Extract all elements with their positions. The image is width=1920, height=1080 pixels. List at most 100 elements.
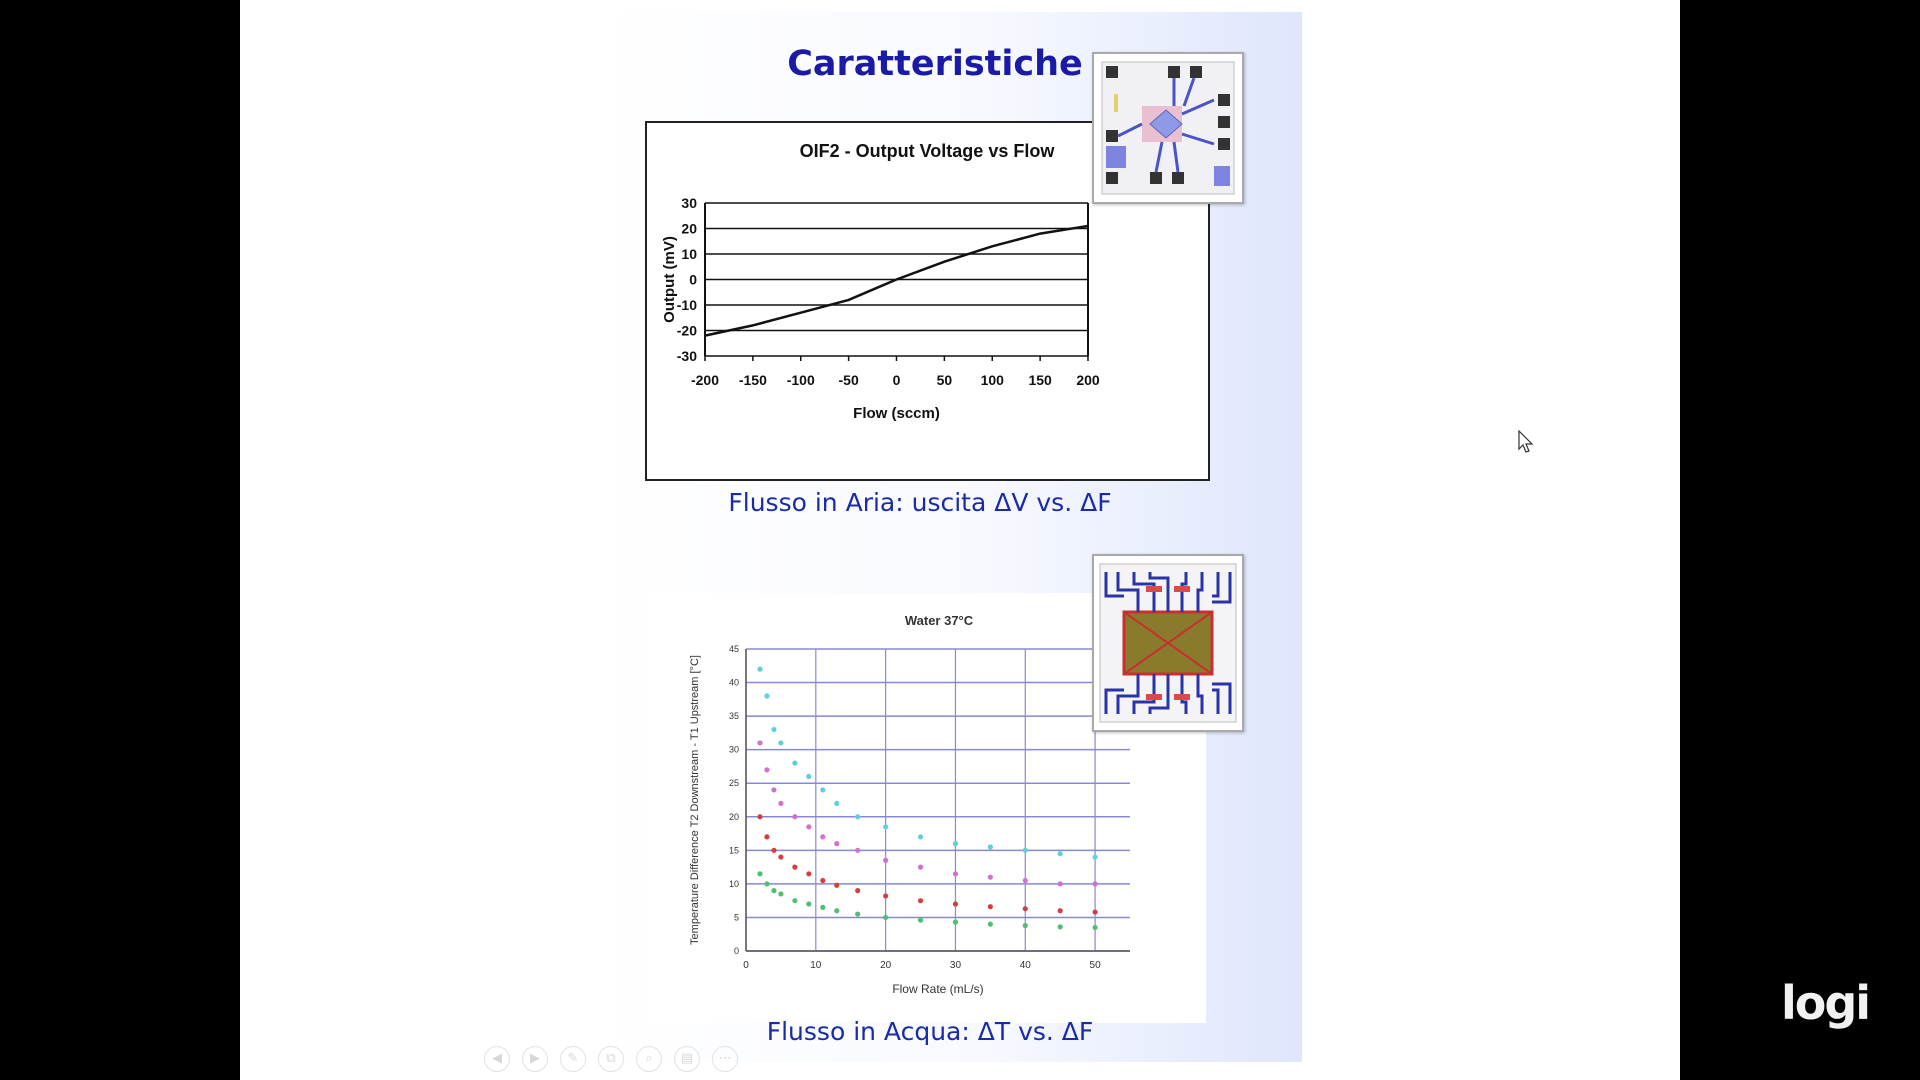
chip-layout-icon	[1094, 54, 1242, 202]
previous-slide-button[interactable]: ◀	[484, 1046, 510, 1072]
y-tick-label: 20	[729, 812, 739, 822]
y-tick-label: 5	[734, 912, 739, 922]
y-tick-label: 10	[729, 879, 739, 889]
logi-watermark-logo: logi	[1781, 976, 1871, 1030]
data-point-magenta	[952, 871, 959, 877]
y-tick-label: 35	[729, 711, 739, 721]
data-point-magenta	[771, 787, 777, 793]
x-tick-label: -50	[839, 372, 859, 388]
water-flow-caption: Flusso in Acqua: ΔT vs. ΔF	[766, 1017, 1094, 1046]
air-flow-caption: Flusso in Aria: uscita ΔV vs. ΔF	[728, 488, 1112, 517]
data-point-magenta	[764, 767, 770, 773]
data-point-cyan	[1022, 847, 1028, 853]
subtitles-button[interactable]: ▤	[674, 1046, 700, 1072]
data-point-red	[778, 854, 784, 860]
data-point-green	[1057, 924, 1063, 930]
data-point-green	[987, 921, 993, 927]
data-point-magenta	[820, 834, 826, 840]
data-point-cyan	[883, 824, 889, 830]
x-tick-label: 0	[893, 372, 901, 388]
data-point-red	[917, 898, 924, 904]
data-point-cyan	[778, 740, 784, 746]
air-flow-chart-svg: OIF2 - Output Voltage vs Flow3020100-10-…	[661, 141, 1100, 422]
y-tick-label: -10	[677, 297, 697, 313]
y-axis-label: Output (mV)	[661, 236, 678, 323]
x-axis-label: Flow (sccm)	[853, 405, 940, 422]
data-point-magenta	[987, 874, 993, 880]
water-sensor-chip-image	[1092, 554, 1244, 732]
chart-title: Water 37°C	[905, 613, 974, 628]
data-point-red	[764, 834, 770, 840]
y-tick-label: 0	[734, 946, 739, 956]
x-tick-label: 30	[950, 960, 962, 971]
y-tick-label: 30	[681, 195, 697, 211]
chart-title: OIF2 - Output Voltage vs Flow	[800, 141, 1056, 161]
data-point-cyan	[806, 773, 812, 780]
y-tick-label: -20	[677, 323, 697, 339]
data-point-cyan	[771, 726, 777, 733]
data-point-red	[806, 871, 812, 877]
chip-layout-icon	[1094, 556, 1242, 730]
data-point-cyan	[757, 666, 763, 672]
data-point-red	[1022, 906, 1028, 912]
data-point-green	[917, 917, 924, 923]
zoom-button[interactable]: ⌕	[636, 1046, 662, 1072]
data-point-cyan	[987, 844, 993, 850]
y-tick-label: 30	[729, 745, 739, 755]
y-tick-label: -30	[677, 348, 697, 364]
y-tick-label: 45	[729, 644, 739, 654]
y-tick-label: 40	[729, 678, 739, 688]
see-all-slides-button[interactable]: ⧉	[598, 1046, 624, 1072]
data-point-cyan	[764, 693, 770, 699]
data-point-green	[820, 904, 826, 910]
data-point-red	[1057, 908, 1063, 914]
x-axis-label: Flow Rate (mL/s)	[892, 982, 983, 996]
mouse-cursor-icon	[1518, 429, 1534, 454]
data-point-red	[771, 847, 777, 853]
data-point-magenta	[778, 800, 784, 806]
data-point-green	[778, 891, 784, 897]
data-point-magenta	[883, 857, 889, 863]
data-point-magenta	[1022, 877, 1028, 884]
x-tick-label: 10	[810, 960, 822, 971]
presentation-page: Caratteristiche OIF2 - Output Voltage vs…	[240, 0, 1680, 1080]
air-sensor-chip-image	[1092, 52, 1244, 204]
water-flow-chart: Water 37°C 45 40 35 30 25 20 15 10 5 0 0 10 20 30 40 50 F…	[646, 593, 1206, 1023]
x-tick-label: 20	[880, 960, 892, 971]
data-point-red	[883, 893, 889, 899]
data-point-magenta	[1092, 881, 1098, 887]
x-tick-label: 50	[937, 372, 953, 388]
data-point-green	[834, 908, 840, 914]
data-point-magenta	[792, 814, 798, 820]
data-point-green	[1092, 924, 1098, 931]
data-point-green	[883, 914, 889, 921]
y-tick-label: 15	[729, 845, 739, 855]
next-slide-button[interactable]: ▶	[522, 1046, 548, 1072]
data-point-red	[987, 904, 993, 910]
y-tick-label: 10	[681, 246, 697, 262]
data-point-magenta	[855, 847, 861, 853]
x-tick-label: 50	[1090, 960, 1102, 971]
more-options-button[interactable]: ⋯	[712, 1046, 738, 1072]
data-point-green	[771, 888, 777, 894]
x-tick-label: 0	[743, 960, 749, 971]
x-tick-label: -150	[739, 372, 767, 388]
slide-title: Caratteristiche	[787, 44, 1083, 84]
y-axis-label: Temperature Difference T2 Downstream - T…	[689, 655, 701, 945]
data-point-red	[757, 814, 763, 820]
data-point-red	[855, 888, 861, 894]
data-point-cyan	[792, 760, 798, 766]
data-point-cyan	[855, 814, 861, 820]
data-point-cyan	[917, 834, 924, 840]
data-point-green	[855, 911, 861, 917]
data-point-magenta	[806, 824, 812, 830]
pen-tool-button[interactable]: ✎	[560, 1046, 586, 1072]
x-tick-label: -100	[787, 372, 815, 388]
data-point-red	[1092, 909, 1098, 915]
x-tick-label: 200	[1076, 372, 1100, 388]
data-point-green	[806, 901, 812, 907]
data-point-magenta	[757, 740, 763, 746]
data-point-red	[834, 882, 840, 888]
data-point-magenta	[917, 864, 924, 870]
